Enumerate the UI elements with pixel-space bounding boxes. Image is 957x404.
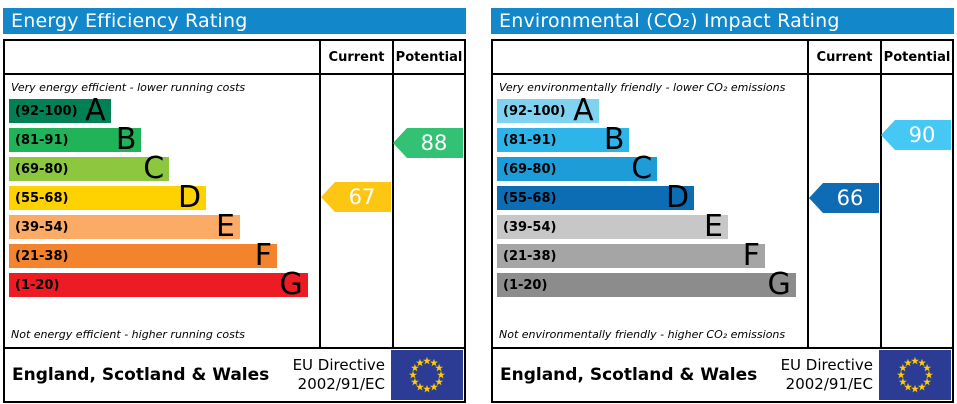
band-letter: D bbox=[666, 180, 690, 215]
current-rating-column: 67 bbox=[319, 75, 392, 347]
eu-directive-line2: 2002/91/EC bbox=[785, 375, 873, 393]
band-range: (21-38) bbox=[15, 248, 69, 264]
band-letter: D bbox=[178, 180, 202, 215]
eu-directive-line1: EU Directive bbox=[780, 355, 873, 374]
band-row-c: (69-80) C bbox=[497, 151, 658, 186]
band-letter: E bbox=[704, 209, 723, 244]
band-row-g: (1-20) G bbox=[9, 267, 308, 302]
band-range: (81-91) bbox=[15, 132, 69, 148]
potential-rating-arrow: 90 bbox=[881, 120, 951, 150]
band-range: (55-68) bbox=[15, 190, 69, 206]
band-row-d: (55-68) D bbox=[497, 180, 695, 215]
band-range: (92-100) bbox=[15, 103, 78, 119]
band-range: (69-80) bbox=[503, 161, 557, 177]
band-range: (21-38) bbox=[503, 248, 557, 264]
environmental-bands-area: Very environmentally friendly - lower CO… bbox=[493, 75, 807, 347]
bottom-caption: Not energy efficient - higher running co… bbox=[11, 328, 245, 341]
panel-footer: England, Scotland & Wales EU Directive 2… bbox=[3, 349, 466, 403]
bands-column-header bbox=[5, 41, 319, 75]
potential-rating-column: 90 bbox=[880, 75, 952, 347]
band-range: (92-100) bbox=[503, 103, 566, 119]
band-range: (81-91) bbox=[503, 132, 557, 148]
eu-directive-label: EU Directive 2002/91/EC bbox=[781, 356, 873, 395]
energy-rating-table: Current Potential Very energy efficient … bbox=[3, 39, 466, 349]
bottom-caption: Not environmentally friendly - higher CO… bbox=[499, 328, 786, 341]
energy-efficiency-panel: Energy Efficiency Rating Current Potenti… bbox=[3, 8, 466, 403]
potential-rating-arrow: 88 bbox=[393, 128, 463, 158]
current-column-header: Current bbox=[807, 41, 880, 75]
panel-footer: England, Scotland & Wales EU Directive 2… bbox=[491, 349, 954, 403]
current-rating-column: 66 bbox=[807, 75, 880, 347]
band-letter: A bbox=[573, 93, 594, 128]
band-row-b: (81-91) B bbox=[497, 122, 630, 157]
band-letter: B bbox=[115, 122, 137, 157]
band-letter: B bbox=[603, 122, 625, 157]
band-row-f: (21-38) F bbox=[497, 238, 765, 273]
band-letter: E bbox=[216, 209, 235, 244]
band-row-e: (39-54) E bbox=[497, 209, 728, 244]
panel-title: Energy Efficiency Rating bbox=[3, 8, 466, 34]
band-row-g: (1-20) G bbox=[497, 267, 796, 302]
band-letter: G bbox=[767, 267, 791, 302]
band-range: (1-20) bbox=[15, 277, 60, 293]
current-column-header: Current bbox=[319, 41, 392, 75]
band-row-f: (21-38) F bbox=[9, 238, 277, 273]
current-rating-arrow: 67 bbox=[321, 182, 391, 212]
band-range: (69-80) bbox=[15, 161, 69, 177]
eu-flag-icon bbox=[391, 350, 463, 400]
band-range: (39-54) bbox=[503, 219, 557, 235]
band-letter: G bbox=[279, 267, 303, 302]
band-row-c: (69-80) C bbox=[9, 151, 170, 186]
top-caption: Very environmentally friendly - lower CO… bbox=[499, 81, 786, 94]
environmental-band-bars: (92-100) A (81-91) B (69-80) C (55-68) D bbox=[497, 93, 805, 302]
current-rating-arrow: 66 bbox=[809, 183, 879, 213]
band-letter: A bbox=[85, 93, 106, 128]
footer-region-label: England, Scotland & Wales bbox=[12, 365, 270, 385]
bands-column-header bbox=[493, 41, 807, 75]
band-letter: F bbox=[742, 238, 760, 273]
eu-directive-line2: 2002/91/EC bbox=[297, 375, 385, 393]
band-row-a: (92-100) A bbox=[9, 93, 111, 128]
potential-rating-column: 88 bbox=[392, 75, 464, 347]
energy-band-bars: (92-100) A (81-91) B (69-80) C (55-68) D bbox=[9, 93, 317, 302]
potential-column-header: Potential bbox=[880, 41, 952, 75]
band-range: (1-20) bbox=[503, 277, 548, 293]
band-range: (39-54) bbox=[15, 219, 69, 235]
potential-column-header: Potential bbox=[392, 41, 464, 75]
top-caption: Very energy efficient - lower running co… bbox=[11, 81, 246, 94]
band-range: (55-68) bbox=[503, 190, 557, 206]
eu-directive-line1: EU Directive bbox=[292, 355, 385, 374]
band-row-e: (39-54) E bbox=[9, 209, 240, 244]
environmental-impact-panel: Environmental (CO₂) Impact Rating Curren… bbox=[491, 8, 954, 403]
band-row-b: (81-91) B bbox=[9, 122, 142, 157]
band-letter: C bbox=[631, 151, 653, 186]
environmental-rating-table: Current Potential Very environmentally f… bbox=[491, 39, 954, 349]
energy-bands-area: Very energy efficient - lower running co… bbox=[5, 75, 319, 347]
band-row-d: (55-68) D bbox=[9, 180, 207, 215]
band-letter: F bbox=[254, 238, 272, 273]
panel-title: Environmental (CO₂) Impact Rating bbox=[491, 8, 954, 34]
eu-flag-icon bbox=[879, 350, 951, 400]
band-row-a: (92-100) A bbox=[497, 93, 599, 128]
footer-region-label: England, Scotland & Wales bbox=[500, 365, 758, 385]
eu-directive-label: EU Directive 2002/91/EC bbox=[293, 356, 385, 395]
band-letter: C bbox=[143, 151, 165, 186]
